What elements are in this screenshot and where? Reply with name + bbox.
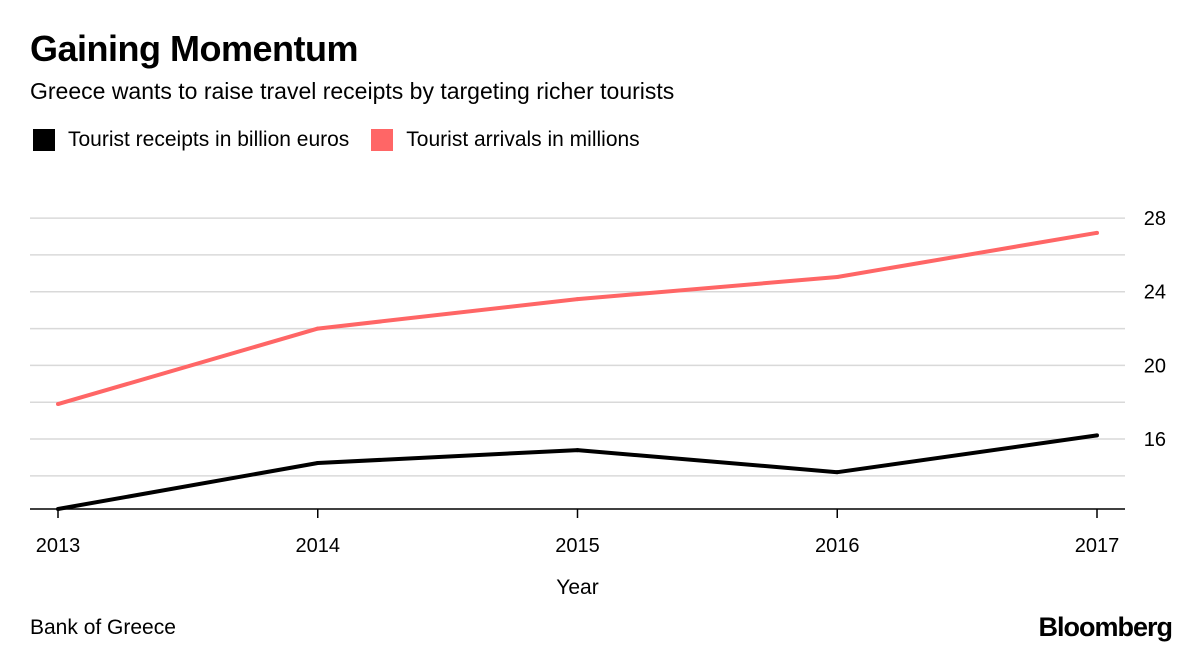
x-tick-label-2016: 2016 <box>815 535 860 557</box>
x-axis-label: Year <box>556 576 598 599</box>
x-tick-label-2013: 2013 <box>36 535 81 557</box>
data-point-arrivals-2016 <box>835 275 840 280</box>
y-tick-label-20: 20 <box>1144 355 1166 377</box>
x-tick-label-2014: 2014 <box>296 535 341 557</box>
y-tick-label-24: 24 <box>1144 282 1166 304</box>
data-point-arrivals-2017 <box>1095 230 1099 235</box>
series <box>56 230 1099 511</box>
series-line-arrivals <box>57 230 1098 407</box>
data-point-arrivals-2013 <box>56 402 60 407</box>
chart-title: Gaining Momentum <box>30 28 359 69</box>
source-note: Bank of Greece <box>30 616 176 639</box>
data-point-receipts-2013 <box>56 507 60 511</box>
y-tick-label-28: 28 <box>1144 208 1166 230</box>
data-point-arrivals-2014 <box>315 326 320 331</box>
data-point-receipts-2014 <box>315 460 320 465</box>
legend: Tourist receipts in billion euros Touris… <box>33 128 662 152</box>
legend-item-arrivals: Tourist arrivals in millions <box>371 128 640 152</box>
data-point-arrivals-2015 <box>575 297 580 302</box>
legend-swatch-arrivals <box>371 129 394 151</box>
legend-item-receipts: Tourist receipts in billion euros <box>33 128 349 152</box>
data-point-receipts-2016 <box>835 470 840 475</box>
y-tick-label-16: 16 <box>1144 429 1166 451</box>
data-point-receipts-2017 <box>1095 433 1099 438</box>
gridlines <box>30 217 1125 477</box>
legend-swatch-receipts <box>33 129 55 151</box>
x-tick-label-2017: 2017 <box>1075 535 1120 557</box>
series-line-receipts <box>57 433 1098 511</box>
bloomberg-logo: Bloomberg <box>1038 612 1173 642</box>
axes: 16 20 24 28 2013 2014 2015 2016 2017 Year <box>30 208 1166 599</box>
legend-label-arrivals: Tourist arrivals in millions <box>406 128 640 151</box>
chart-subtitle: Greece wants to raise travel receipts by… <box>30 78 675 104</box>
legend-label-receipts: Tourist receipts in billion euros <box>68 128 350 151</box>
x-tick-label-2015: 2015 <box>555 535 600 557</box>
data-point-receipts-2015 <box>575 448 580 453</box>
